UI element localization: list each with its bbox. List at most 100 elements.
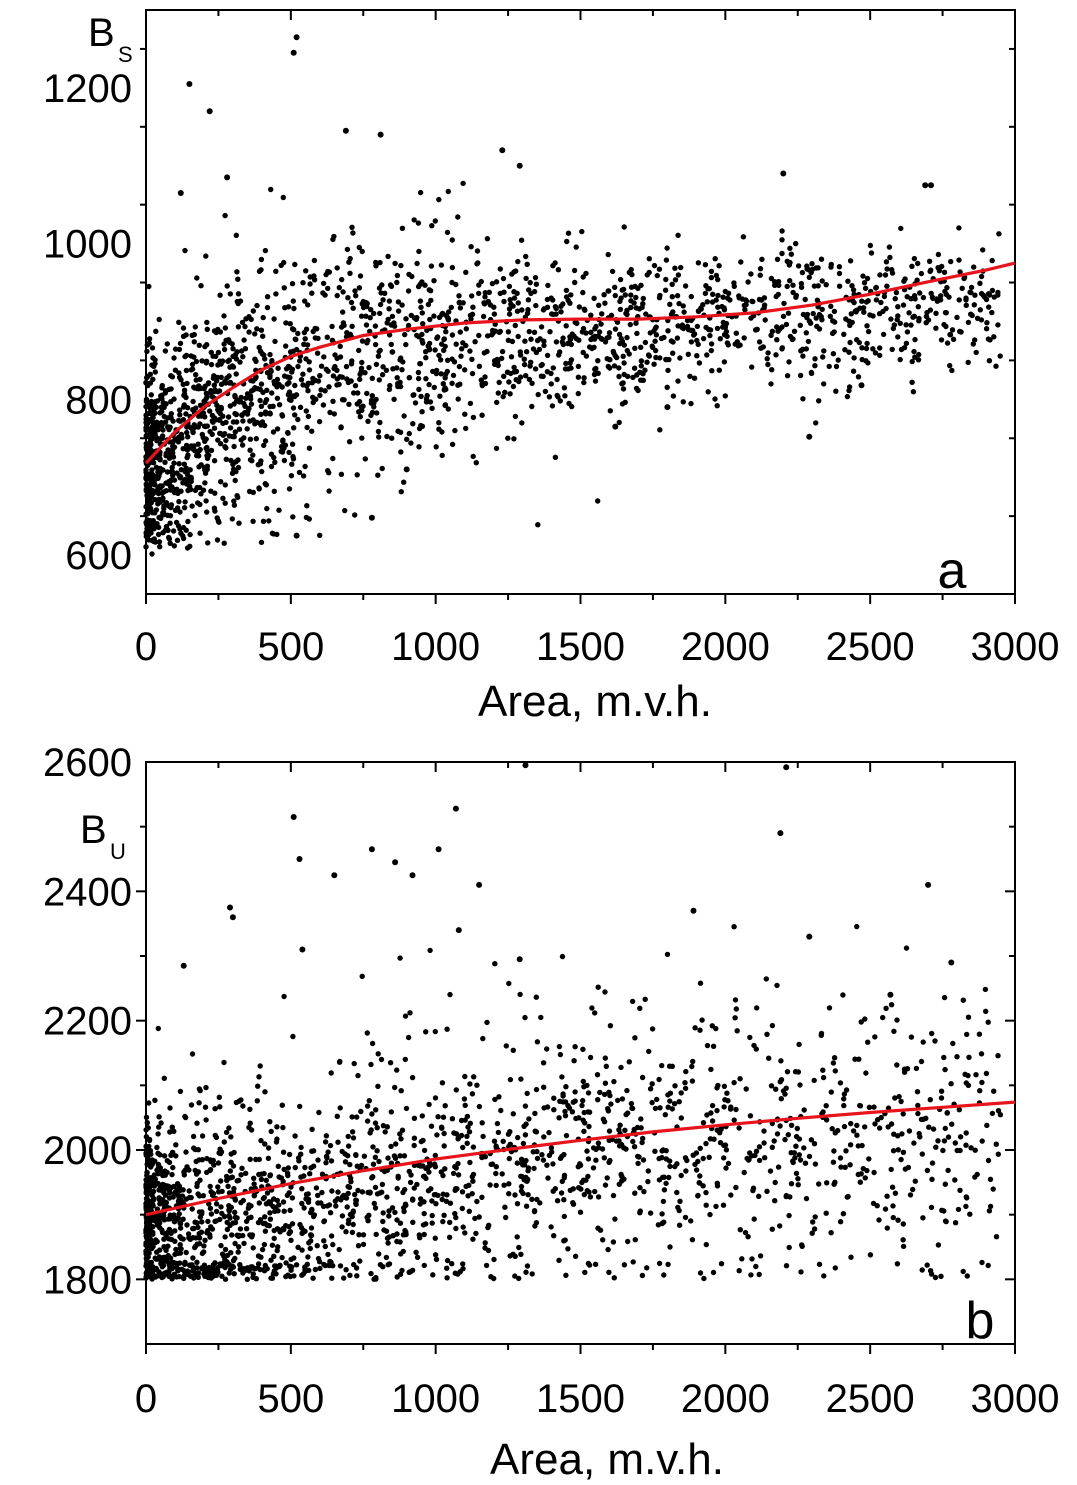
data-point — [928, 267, 934, 273]
data-point — [157, 499, 163, 505]
data-point — [592, 1188, 598, 1195]
data-point — [553, 305, 559, 312]
data-point — [859, 345, 865, 351]
data-point — [942, 288, 948, 295]
data-point — [876, 1125, 883, 1131]
data-point — [350, 230, 356, 236]
data-point — [179, 1198, 185, 1205]
data-point — [196, 1235, 203, 1241]
data-point — [619, 381, 625, 387]
data-point — [472, 1215, 478, 1222]
data-point — [511, 364, 517, 371]
data-point — [918, 270, 925, 277]
data-point — [748, 1272, 754, 1278]
data-point — [554, 376, 560, 383]
data-point — [715, 1082, 721, 1089]
data-point — [874, 1203, 880, 1209]
data-point — [225, 414, 232, 420]
data-point — [779, 345, 785, 351]
data-point — [928, 1204, 935, 1211]
data-point — [156, 1124, 162, 1130]
data-point — [538, 362, 544, 369]
data-point — [211, 382, 217, 388]
data-point — [193, 372, 199, 378]
data-point — [465, 1124, 471, 1130]
data-point — [377, 259, 383, 266]
data-point — [932, 1038, 938, 1044]
data-point — [639, 1139, 645, 1146]
data-point — [960, 997, 966, 1003]
outlier-point — [206, 108, 213, 115]
data-point — [204, 342, 210, 348]
data-point — [215, 437, 221, 443]
x-tick-label: 500 — [257, 625, 324, 669]
data-point — [356, 244, 362, 251]
data-point — [637, 1210, 643, 1216]
data-point — [143, 380, 149, 386]
data-point — [736, 293, 742, 299]
data-point — [219, 1273, 225, 1279]
data-point — [315, 1192, 321, 1199]
data-point — [967, 1211, 973, 1217]
data-point — [841, 1123, 848, 1130]
data-point — [276, 1263, 283, 1270]
data-point — [345, 295, 351, 301]
data-point — [472, 339, 478, 345]
data-point — [317, 532, 323, 538]
data-point — [533, 281, 540, 287]
data-point — [667, 1244, 673, 1250]
data-point — [287, 1263, 293, 1269]
data-point — [577, 1161, 583, 1167]
data-point — [595, 1140, 602, 1146]
data-point — [196, 1193, 203, 1199]
x-tick-label: 0 — [135, 625, 157, 669]
data-point — [458, 353, 464, 359]
data-point — [193, 377, 199, 383]
data-point — [936, 268, 943, 274]
data-point — [408, 1172, 414, 1178]
data-point — [927, 1097, 933, 1103]
data-point — [916, 315, 922, 322]
data-point — [297, 1103, 303, 1110]
data-point — [991, 334, 997, 340]
data-point — [649, 1099, 655, 1106]
data-point — [669, 294, 675, 300]
data-point — [515, 258, 521, 265]
data-point — [821, 1273, 827, 1279]
data-point — [563, 360, 569, 367]
data-point — [900, 1237, 906, 1243]
data-point — [236, 1232, 243, 1239]
data-point — [194, 1220, 200, 1226]
data-point — [832, 1179, 838, 1186]
data-point — [426, 1169, 432, 1175]
data-point — [217, 1216, 223, 1223]
data-point — [262, 422, 268, 429]
data-point — [531, 1208, 538, 1215]
data-point — [284, 1170, 291, 1177]
data-point — [793, 1133, 800, 1140]
data-point — [903, 322, 909, 328]
data-point — [619, 401, 626, 407]
data-point — [177, 1220, 184, 1226]
data-point — [938, 293, 944, 299]
data-point — [651, 262, 658, 269]
data-point — [265, 1145, 272, 1151]
data-point — [662, 1112, 668, 1118]
data-point — [329, 1275, 335, 1281]
data-point — [950, 336, 957, 342]
data-point — [506, 306, 513, 312]
data-point — [279, 412, 285, 418]
data-point — [156, 539, 163, 545]
data-point — [782, 1136, 788, 1143]
data-point — [452, 427, 458, 434]
data-point — [384, 1167, 390, 1174]
data-point — [292, 1164, 298, 1171]
data-point — [366, 1098, 372, 1104]
x-tick-label: 2000 — [681, 1377, 770, 1421]
data-point — [732, 997, 739, 1003]
data-point — [695, 341, 701, 348]
data-point — [864, 323, 870, 329]
data-point — [415, 369, 422, 376]
data-point — [236, 1098, 242, 1104]
data-point — [187, 531, 193, 538]
